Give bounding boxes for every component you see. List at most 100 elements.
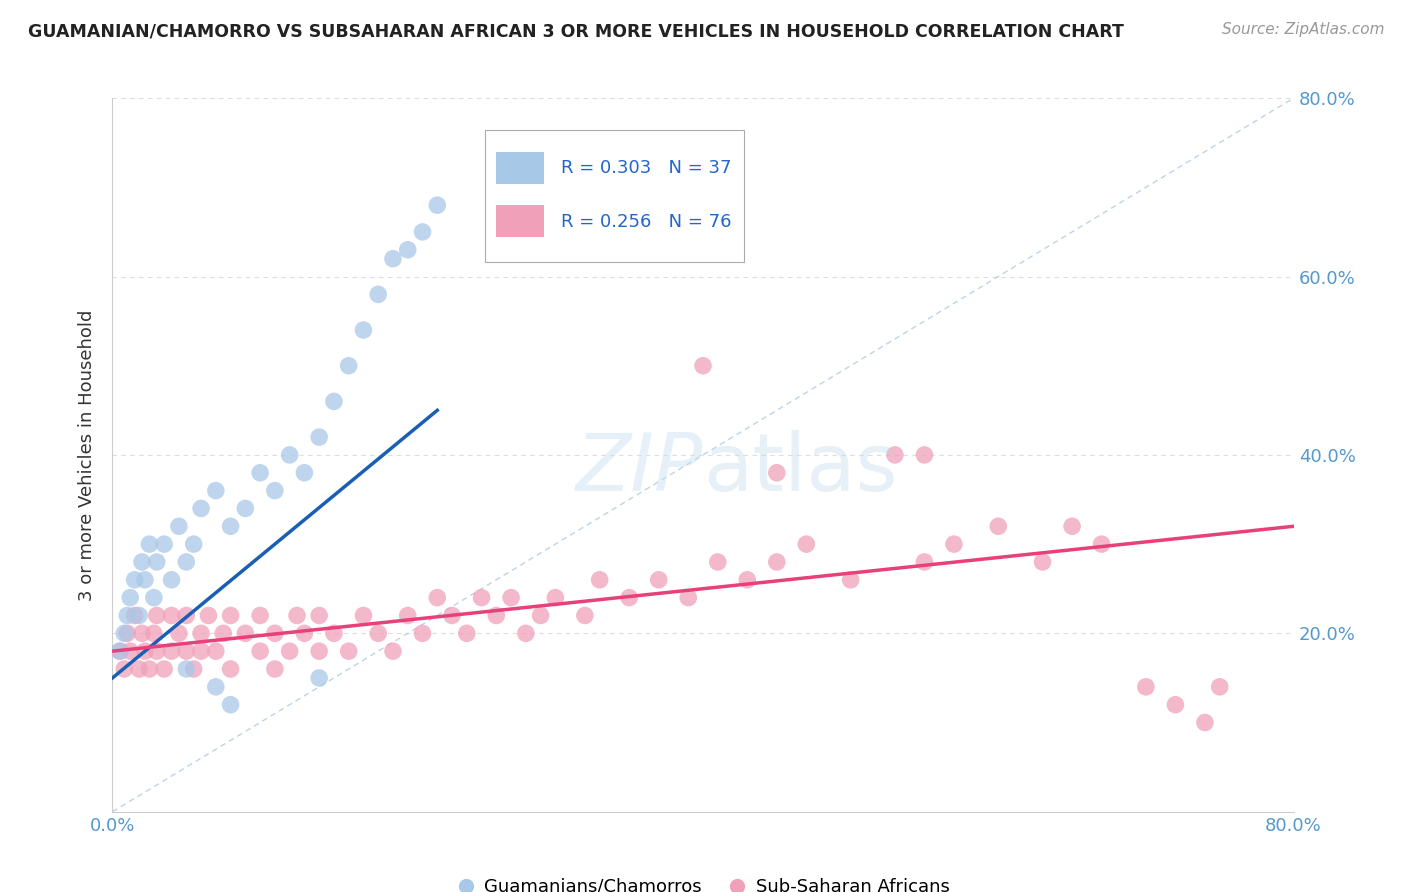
Point bbox=[167, 519, 190, 533]
Point bbox=[278, 448, 301, 462]
Point bbox=[647, 573, 671, 587]
Point bbox=[174, 608, 197, 623]
Point bbox=[174, 662, 197, 676]
Point bbox=[160, 644, 183, 658]
Point bbox=[456, 626, 478, 640]
Point bbox=[1164, 698, 1187, 712]
Point bbox=[766, 555, 789, 569]
Point bbox=[1194, 715, 1216, 730]
Point bbox=[692, 359, 714, 373]
Point bbox=[219, 608, 242, 623]
Point bbox=[942, 537, 965, 551]
Point bbox=[190, 626, 212, 640]
Point bbox=[134, 644, 156, 658]
Point bbox=[529, 608, 551, 623]
Point bbox=[219, 698, 242, 712]
Point bbox=[131, 626, 153, 640]
Point bbox=[323, 626, 346, 640]
Point bbox=[183, 537, 205, 551]
Point bbox=[249, 608, 271, 623]
Point bbox=[707, 555, 730, 569]
Point bbox=[278, 644, 301, 658]
Point bbox=[367, 626, 389, 640]
Legend: Guamanians/Chamorros, Sub-Saharan Africans: Guamanians/Chamorros, Sub-Saharan Africa… bbox=[450, 871, 956, 892]
Point bbox=[146, 644, 169, 658]
Point bbox=[884, 448, 907, 462]
Point bbox=[914, 448, 936, 462]
Point bbox=[308, 608, 330, 623]
Point bbox=[190, 501, 212, 516]
Point bbox=[337, 644, 360, 658]
Text: R = 0.303   N = 37: R = 0.303 N = 37 bbox=[561, 159, 731, 177]
Point bbox=[219, 519, 242, 533]
Point bbox=[205, 680, 228, 694]
Point bbox=[174, 644, 197, 658]
Point bbox=[412, 225, 434, 239]
Point bbox=[337, 359, 360, 373]
Point bbox=[120, 644, 142, 658]
Point bbox=[796, 537, 818, 551]
Point bbox=[212, 626, 235, 640]
Point bbox=[174, 555, 197, 569]
Point bbox=[987, 519, 1010, 533]
Point bbox=[396, 608, 419, 623]
Point bbox=[112, 662, 135, 676]
Point bbox=[128, 662, 150, 676]
Point bbox=[205, 483, 228, 498]
Point bbox=[131, 555, 153, 569]
Point bbox=[352, 323, 374, 337]
Point bbox=[412, 626, 434, 640]
Point bbox=[352, 608, 374, 623]
Point bbox=[426, 591, 449, 605]
Point bbox=[112, 626, 135, 640]
Point bbox=[167, 626, 190, 640]
Point bbox=[124, 608, 146, 623]
Point bbox=[142, 591, 165, 605]
FancyBboxPatch shape bbox=[485, 130, 744, 262]
Point bbox=[292, 626, 315, 640]
Point bbox=[737, 573, 759, 587]
Point bbox=[146, 555, 169, 569]
Point bbox=[544, 591, 567, 605]
Point bbox=[285, 608, 308, 623]
Text: GUAMANIAN/CHAMORRO VS SUBSAHARAN AFRICAN 3 OR MORE VEHICLES IN HOUSEHOLD CORRELA: GUAMANIAN/CHAMORRO VS SUBSAHARAN AFRICAN… bbox=[28, 22, 1123, 40]
Point bbox=[382, 644, 405, 658]
Point bbox=[197, 608, 219, 623]
Point bbox=[142, 626, 165, 640]
Point bbox=[117, 608, 138, 623]
Point bbox=[205, 644, 228, 658]
Text: R = 0.256   N = 76: R = 0.256 N = 76 bbox=[561, 212, 731, 230]
Point bbox=[441, 608, 464, 623]
Point bbox=[382, 252, 405, 266]
Point bbox=[914, 555, 936, 569]
Point bbox=[1091, 537, 1114, 551]
FancyBboxPatch shape bbox=[496, 152, 544, 184]
Point bbox=[264, 483, 287, 498]
Point bbox=[138, 662, 160, 676]
Point bbox=[249, 644, 271, 658]
Point bbox=[108, 644, 131, 658]
Point bbox=[588, 573, 610, 587]
Point bbox=[1208, 680, 1232, 694]
Point bbox=[292, 466, 315, 480]
Point bbox=[515, 626, 537, 640]
Point bbox=[190, 644, 212, 658]
Point bbox=[470, 591, 494, 605]
Point bbox=[839, 573, 862, 587]
Point bbox=[128, 608, 150, 623]
Point bbox=[308, 644, 330, 658]
Point bbox=[124, 573, 146, 587]
Point bbox=[619, 591, 641, 605]
Point bbox=[678, 591, 700, 605]
Point bbox=[219, 662, 242, 676]
Point bbox=[134, 573, 156, 587]
Point bbox=[574, 608, 596, 623]
Point bbox=[146, 608, 169, 623]
Point bbox=[1032, 555, 1054, 569]
Point bbox=[323, 394, 346, 409]
Y-axis label: 3 or more Vehicles in Household: 3 or more Vehicles in Household bbox=[77, 310, 96, 600]
Text: atlas: atlas bbox=[703, 430, 897, 508]
Text: Source: ZipAtlas.com: Source: ZipAtlas.com bbox=[1222, 22, 1385, 37]
Point bbox=[183, 662, 205, 676]
Point bbox=[249, 466, 271, 480]
